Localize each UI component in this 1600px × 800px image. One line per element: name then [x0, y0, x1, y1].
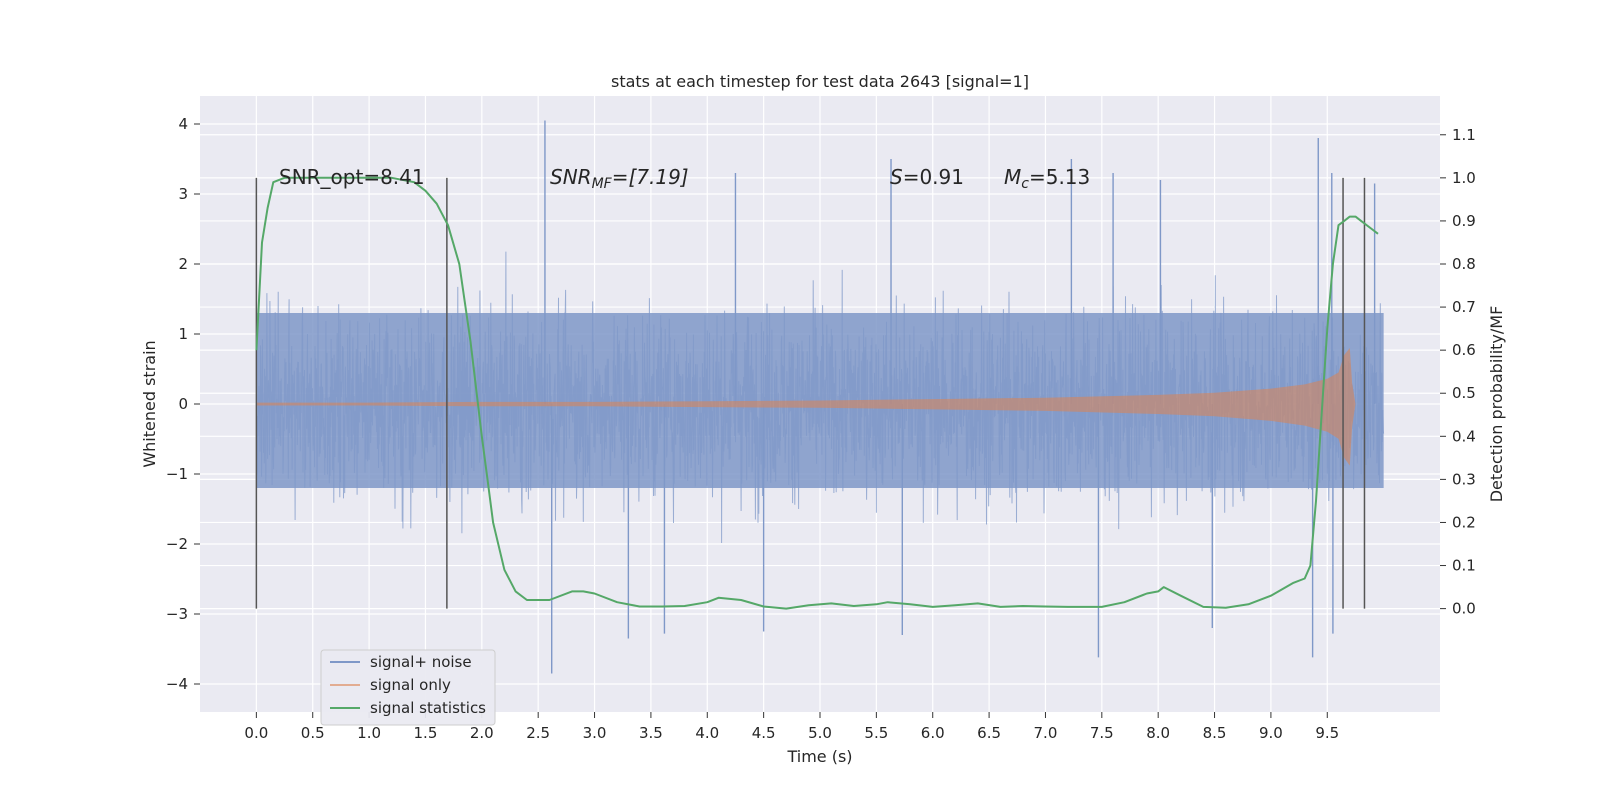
y-right-tick-label-10: 1.0 — [1452, 169, 1476, 187]
annotation-snr-opt: SNR_opt=8.41 — [279, 165, 425, 189]
x-tick-label-17: 8.5 — [1203, 724, 1227, 742]
annotation-mc-value: =5.13 — [1029, 165, 1090, 189]
chart-title: stats at each timestep for test data 264… — [611, 72, 1029, 91]
x-tick-label-10: 5.0 — [808, 724, 832, 742]
legend-label-signal-statistics: signal statistics — [370, 699, 486, 717]
x-tick-label-15: 7.5 — [1090, 724, 1114, 742]
signal-statistics-series — [255, 176, 1379, 610]
legend: signal+ noise signal only signal statist… — [320, 649, 496, 726]
signal-only-envelope — [256, 348, 1384, 466]
annotation-mc-sub: c — [1021, 176, 1029, 192]
annotation-snr-mf-value: =[7.19] — [612, 165, 689, 189]
y-left-tick-label-2: −2 — [166, 535, 188, 553]
y-right-tick-label-3: 0.3 — [1452, 470, 1476, 488]
x-tick-label-6: 3.0 — [583, 724, 607, 742]
legend-label-signal-noise: signal+ noise — [370, 653, 472, 671]
annotation-s: S=0.91 — [890, 165, 964, 189]
annotation-snr-mf: SNRMF=[7.19] — [550, 165, 689, 192]
x-tick-label-2: 1.0 — [357, 724, 381, 742]
y-axis-label-right: Detection probability/MF — [1487, 306, 1506, 503]
vertical-markers — [255, 177, 1366, 609]
legend-label-signal-only: signal only — [370, 676, 451, 694]
y-left-tick-label-7: 3 — [178, 185, 188, 203]
annotation-snr-mf-prefix: SNR — [550, 165, 592, 189]
x-tick-label-7: 3.5 — [639, 724, 663, 742]
y-right-tick-label-1: 0.1 — [1452, 557, 1476, 575]
y-axis-label-left: Whitened strain — [140, 340, 159, 467]
signal-statistics-line — [255, 176, 1379, 610]
y-left-tick-label-0: −4 — [166, 675, 188, 693]
x-tick-label-18: 9.0 — [1259, 724, 1283, 742]
y-left-tick-label-6: 2 — [178, 255, 188, 273]
y-right-tick-label-9: 0.9 — [1452, 212, 1476, 230]
annotation-mc: Mc=5.13 — [1004, 165, 1090, 192]
y-right-tick-label-8: 0.8 — [1452, 255, 1476, 273]
y-left-tick-label-4: 0 — [178, 395, 188, 413]
y-right-tick-label-2: 0.2 — [1452, 513, 1476, 531]
y-right-tick-label-6: 0.6 — [1452, 341, 1476, 359]
x-tick-label-11: 5.5 — [864, 724, 888, 742]
x-tick-label-0: 0.0 — [244, 724, 268, 742]
x-tick-label-19: 9.5 — [1315, 724, 1339, 742]
y-right-tick-label-4: 0.4 — [1452, 427, 1476, 445]
y-left-tick-label-1: −3 — [166, 605, 188, 623]
annotation-s-prefix: S — [890, 165, 903, 189]
x-tick-label-4: 2.0 — [470, 724, 494, 742]
signal-only-series — [256, 348, 1384, 466]
y-right-tick-label-11: 1.1 — [1452, 126, 1476, 144]
y-left-tick-label-3: −1 — [166, 465, 188, 483]
annotation-mc-prefix: M — [1004, 165, 1021, 189]
legend-box — [320, 649, 496, 726]
x-tick-label-16: 8.0 — [1146, 724, 1170, 742]
x-tick-label-12: 6.0 — [921, 724, 945, 742]
x-tick-label-5: 2.5 — [526, 724, 550, 742]
y-right-tick-label-5: 0.5 — [1452, 384, 1476, 402]
y-left-tick-label-8: 4 — [178, 115, 188, 133]
y-right-tick-label-7: 0.7 — [1452, 298, 1476, 316]
annotation-snr-mf-sub: MF — [592, 176, 613, 192]
x-tick-label-8: 4.0 — [695, 724, 719, 742]
axes: 0.0 0.5 1.0 1.5 2.0 2.5 3.0 3.5 4.0 4.5 5.0 5.5 6.0 6… — [166, 115, 1476, 742]
x-tick-label-1: 0.5 — [301, 724, 325, 742]
x-tick-label-14: 7.0 — [1034, 724, 1058, 742]
y-left-tick-label-5: 1 — [178, 325, 188, 343]
annotation-s-value: =0.91 — [903, 165, 964, 189]
x-axis-label: Time (s) — [786, 747, 852, 766]
x-tick-label-9: 4.5 — [752, 724, 776, 742]
x-tick-label-3: 1.5 — [414, 724, 438, 742]
x-tick-label-13: 6.5 — [977, 724, 1001, 742]
y-right-tick-label-0: 0.0 — [1452, 600, 1476, 618]
